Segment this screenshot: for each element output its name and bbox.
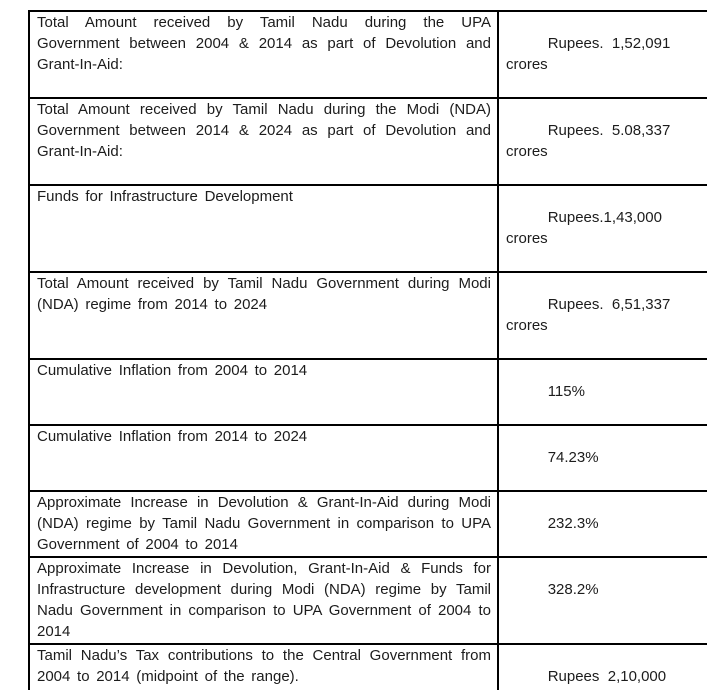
table-row: Approximate Increase in Devolution & Gra… <box>28 490 707 558</box>
table-row: Approximate Increase in Devolution, Gran… <box>28 556 707 645</box>
table-row: Total Amount received by Tamil Nadu duri… <box>28 10 707 99</box>
table-row: Total Amount received by Tamil Nadu Gove… <box>28 271 707 360</box>
table-row: Total Amount received by Tamil Nadu duri… <box>28 97 707 186</box>
row-label: Funds for Infrastructure Development <box>37 188 293 205</box>
fund-summary-table: Total Amount received by Tamil Nadu duri… <box>28 10 707 690</box>
description-cell: Cumulative Inflation from 2014 to 2024 <box>28 424 499 492</box>
row-value: 328.2% <box>547 581 599 598</box>
value-cell: Rupees. 5.08,337 crores <box>497 97 707 186</box>
value-cell: Rupees. 1,52,091 crores <box>497 10 707 99</box>
row-label: Tamil Nadu’s Tax contributions to the Ce… <box>37 647 491 685</box>
row-value: Rupees. 6,51,337 crores <box>506 296 675 334</box>
description-cell: Tamil Nadu’s Tax contributions to the Ce… <box>28 643 499 690</box>
description-cell: Total Amount received by Tamil Nadu Gove… <box>28 271 499 360</box>
table-row: Cumulative Inflation from 2004 to 2014 1… <box>28 358 707 426</box>
row-label: Cumulative Inflation from 2004 to 2014 <box>37 362 308 379</box>
row-label: Total Amount received by Tamil Nadu duri… <box>37 101 491 160</box>
description-cell: Total Amount received by Tamil Nadu duri… <box>28 10 499 99</box>
row-label: Approximate Increase in Devolution & Gra… <box>37 494 491 553</box>
row-value: Rupees. 1,52,091 crores <box>506 35 675 73</box>
row-value: Rupees 2,10,000 crores <box>506 668 667 690</box>
description-cell: Funds for Infrastructure Development <box>28 184 499 273</box>
row-value: Rupees. 5.08,337 crores <box>506 122 675 160</box>
row-value: Rupees.1,43,000 crores <box>506 209 667 247</box>
value-cell: 328.2% <box>497 556 707 645</box>
row-value: 232.3% <box>547 515 599 532</box>
description-cell: Approximate Increase in Devolution & Gra… <box>28 490 499 558</box>
value-cell: Rupees.1,43,000 crores <box>497 184 707 273</box>
fund-summary-table-body: Total Amount received by Tamil Nadu duri… <box>28 10 707 690</box>
row-label: Total Amount received by Tamil Nadu duri… <box>37 14 491 73</box>
table-row: Tamil Nadu’s Tax contributions to the Ce… <box>28 643 707 690</box>
row-label: Cumulative Inflation from 2014 to 2024 <box>37 428 308 445</box>
value-cell: 232.3% <box>497 490 707 558</box>
table-row: Cumulative Inflation from 2014 to 2024 7… <box>28 424 707 492</box>
value-cell: Rupees. 6,51,337 crores <box>497 271 707 360</box>
row-value: 115% <box>547 383 585 400</box>
value-cell: 74.23% <box>497 424 707 492</box>
value-cell: Rupees 2,10,000 crores <box>497 643 707 690</box>
table-row: Funds for Infrastructure Development Rup… <box>28 184 707 273</box>
row-label: Total Amount received by Tamil Nadu Gove… <box>37 275 491 313</box>
row-value: 74.23% <box>547 449 599 466</box>
value-cell: 115% <box>497 358 707 426</box>
description-cell: Approximate Increase in Devolution, Gran… <box>28 556 499 645</box>
description-cell: Cumulative Inflation from 2004 to 2014 <box>28 358 499 426</box>
description-cell: Total Amount received by Tamil Nadu duri… <box>28 97 499 186</box>
row-label: Approximate Increase in Devolution, Gran… <box>37 560 491 640</box>
